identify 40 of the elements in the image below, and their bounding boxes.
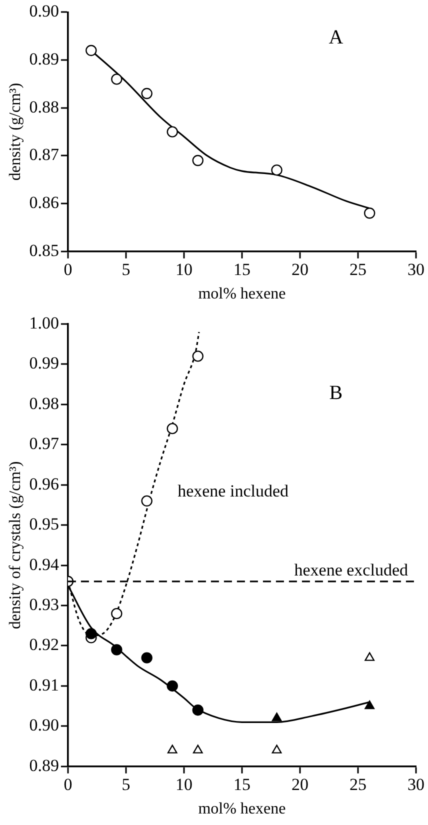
y-tick-label: 0.88 xyxy=(29,97,59,116)
text: B xyxy=(329,382,343,404)
x-tick-label: 15 xyxy=(233,260,250,280)
x-axis-title: mol% hexene xyxy=(198,800,286,818)
x-tick-label: 20 xyxy=(291,260,308,280)
y-tick-label: 0.98 xyxy=(29,394,59,413)
y-tick-label: 0.89 xyxy=(29,756,59,775)
y-tick-label: 0.91 xyxy=(29,675,59,694)
x-tick-label: 30 xyxy=(408,260,424,280)
x-tick-label: 0 xyxy=(64,775,72,794)
x-tick-label: 10 xyxy=(175,775,192,794)
y-axis-title: density (g/cm³) xyxy=(6,82,24,181)
y-tick-label: 0.93 xyxy=(29,594,59,614)
x-tick-label: 20 xyxy=(291,775,308,794)
y-tick-label: 0.85 xyxy=(29,240,59,260)
y-tick-label: 0.87 xyxy=(29,145,60,164)
y-tick-label: 0.92 xyxy=(29,635,59,654)
y-tick-label: 0.86 xyxy=(29,193,59,212)
y-tick-label: 0.99 xyxy=(29,354,59,373)
ref-line-label: hexene excluded xyxy=(294,560,408,580)
x-tick-label: 15 xyxy=(233,775,250,794)
x-tick-label: 0 xyxy=(64,260,72,280)
y-tick-label: 0.97 xyxy=(29,434,60,454)
y-tick-label: 1.00 xyxy=(29,313,59,332)
annotation: hexene included xyxy=(178,482,290,501)
y-tick-label: 0.94 xyxy=(29,554,60,574)
y-tick-label: 0.96 xyxy=(29,474,59,494)
y-tick-label: 0.90 xyxy=(29,2,59,21)
x-tick-label: 25 xyxy=(349,775,366,794)
y-tick-label: 0.89 xyxy=(29,50,59,69)
x-tick-label: 25 xyxy=(349,260,366,280)
y-tick-label: 0.95 xyxy=(29,514,59,534)
y-axis-title: density of crystals (g/cm³) xyxy=(6,461,24,630)
text: A xyxy=(328,26,344,48)
x-tick-label: 10 xyxy=(175,260,192,280)
x-tick-label: 5 xyxy=(122,260,130,280)
x-axis-title: mol% hexene xyxy=(198,286,286,303)
y-tick-label: 0.90 xyxy=(29,716,59,735)
x-tick-label: 30 xyxy=(408,775,424,794)
x-tick-label: 5 xyxy=(122,775,130,794)
